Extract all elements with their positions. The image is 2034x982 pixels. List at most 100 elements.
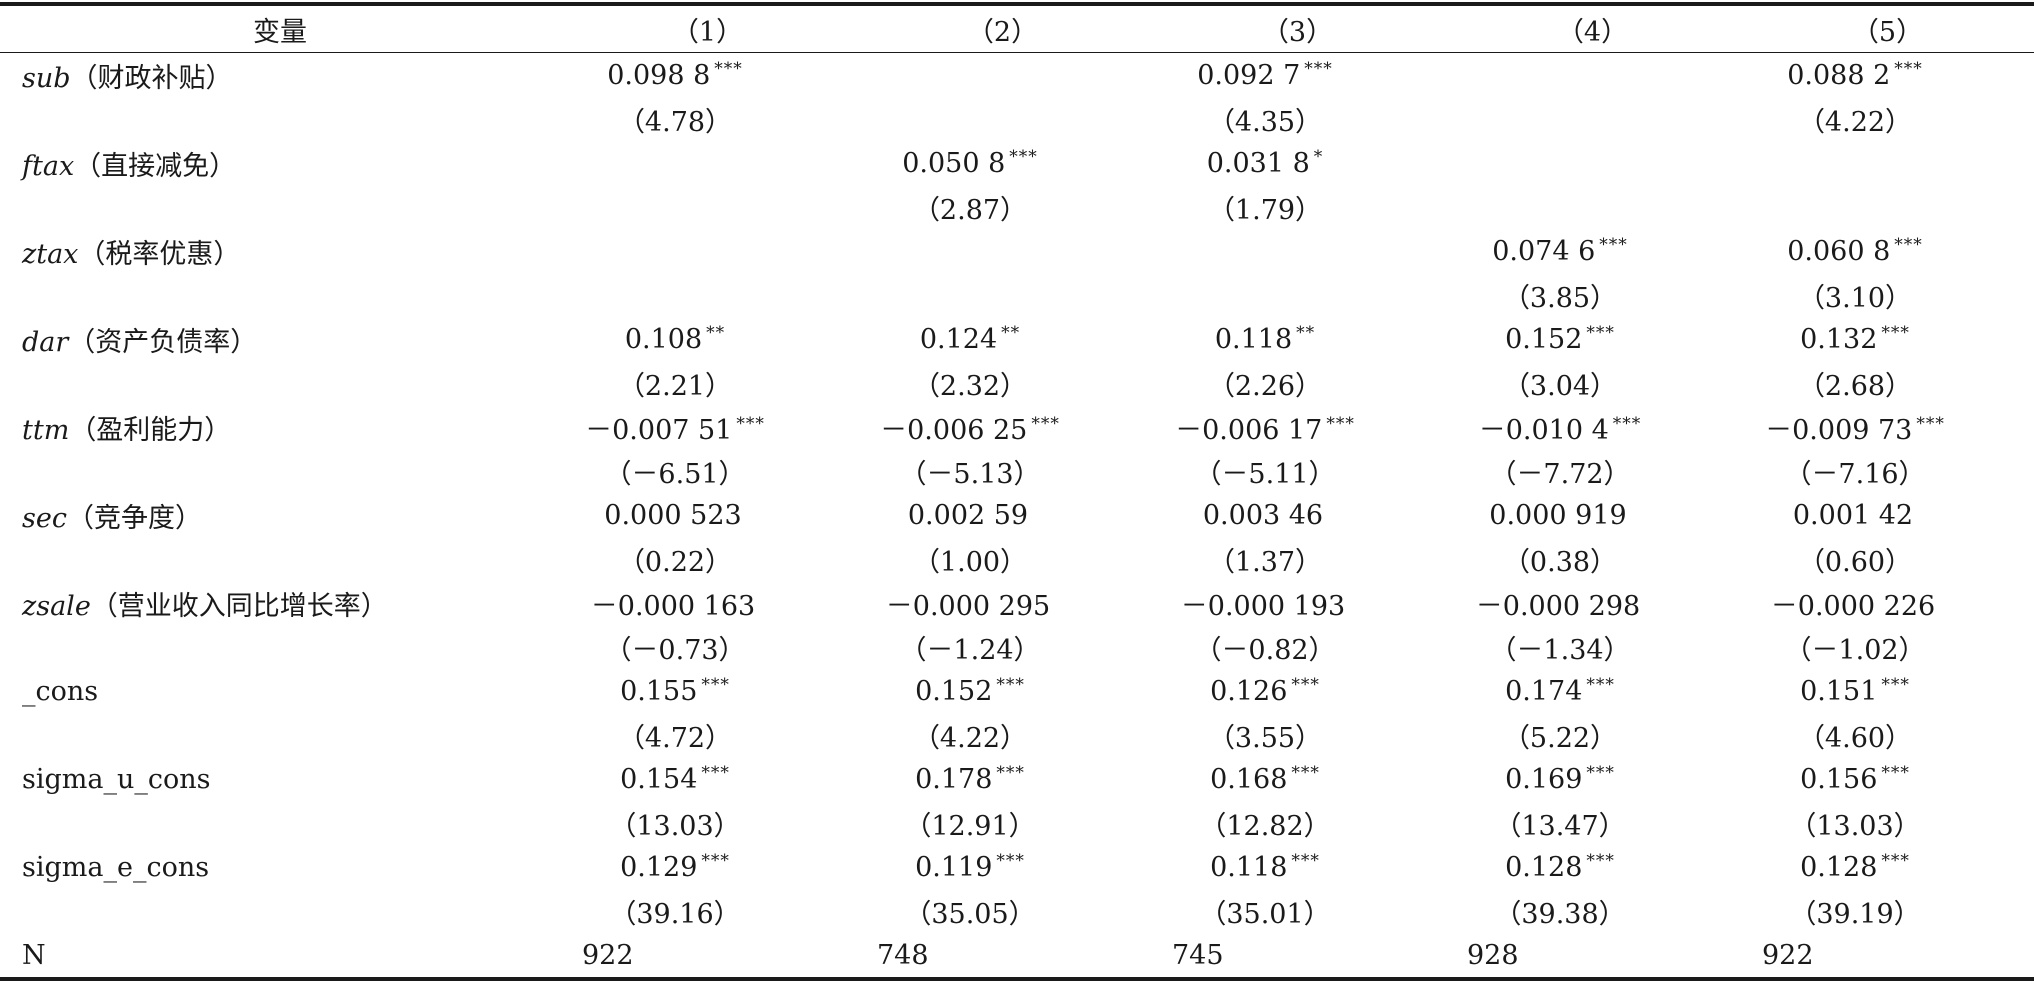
variable-name: sigma_e_cons <box>22 851 210 883</box>
coef-cell: 0.132 *** <box>1740 317 2034 361</box>
significance-stars: *** <box>1612 413 1642 434</box>
variable-symbol: dar <box>22 326 69 358</box>
tstat-cell: （2.32） <box>855 361 1150 405</box>
tstat-cell: （13.47） <box>1445 801 1740 845</box>
coef-value: 0.098 8 <box>607 60 711 91</box>
coef-wrap: 0.000 919 <box>1445 499 1675 531</box>
significance-stars: *** <box>1586 675 1615 695</box>
significance-stars: *** <box>1894 59 1923 79</box>
tstat-value: （5.22） <box>1502 722 1618 754</box>
tstat-cell <box>855 97 1150 141</box>
coef-cell: 0.050 8 *** <box>855 141 1150 185</box>
coef-value: 0.119 <box>915 852 993 883</box>
tstat-value: （－7.72） <box>1489 458 1631 490</box>
coef-value: －0.009 73 <box>1765 414 1913 446</box>
table-row-tstat: （2.87） （1.79） <box>0 185 2034 229</box>
coef-value: 0.151 <box>1800 676 1878 707</box>
variable-symbol: zsale <box>22 590 91 622</box>
tstat-value: （2.32） <box>912 370 1028 402</box>
coef-wrap <box>1740 147 1970 179</box>
coef-cell: 0.124 ** <box>855 317 1150 361</box>
coef-cell: 0.002 59 <box>855 493 1150 537</box>
tstat-value: （2.68） <box>1797 370 1913 402</box>
coef-wrap: 0.132 *** <box>1740 323 1970 355</box>
variable-label: ttm（盈利能力） <box>0 405 560 449</box>
coef-wrap: 0.000 523 <box>560 499 790 531</box>
coef-cell <box>1740 141 2034 185</box>
coef-wrap: 0.178 *** <box>855 763 1085 795</box>
header-col-3: （3） <box>1150 4 1445 53</box>
coef-cell: 0.169 *** <box>1445 757 1740 801</box>
tstat-cell: （－0.82） <box>1150 625 1445 669</box>
tstat-value: （2.21） <box>617 370 733 402</box>
coef-value: 0.128 <box>1505 852 1583 883</box>
coef-value: 0.001 42 <box>1792 500 1914 531</box>
tstat-cell <box>560 273 855 317</box>
tstat-value: （1.00） <box>912 546 1028 578</box>
variable-label: zsale（营业收入同比增长率） <box>0 581 560 625</box>
variable-name: （竞争度） <box>66 502 202 534</box>
tstat-value: （0.22） <box>617 546 733 578</box>
tstat-cell: （3.55） <box>1150 713 1445 757</box>
tstat-value: （1.37） <box>1207 546 1323 578</box>
variable-symbol: ftax <box>22 150 75 182</box>
table-row-coef: sigma_u_cons 0.154 *** 0.178 *** 0.168 *** 0.16… <box>0 757 2034 801</box>
coef-cell: 0.003 46 <box>1150 493 1445 537</box>
table-row-coef: _cons 0.155 *** 0.152 *** 0.126 *** 0.174 *** 0.1… <box>0 669 2034 713</box>
coef-wrap: 0.128 *** <box>1740 851 1970 883</box>
coef-wrap: 0.108 ** <box>560 323 790 355</box>
header-col-5: （5） <box>1740 4 2034 53</box>
tstat-value: （13.47） <box>1494 810 1626 842</box>
coef-cell <box>560 141 855 185</box>
coef-cell: 0.031 8 * <box>1150 141 1445 185</box>
tstat-value: （0.60） <box>1797 546 1913 578</box>
table-row-coef: sigma_e_cons 0.129 *** 0.119 *** 0.118 *** 0.12… <box>0 845 2034 889</box>
tstat-cell <box>560 185 855 229</box>
coef-value: 0.124 <box>919 324 998 355</box>
tstat-value: （－5.13） <box>899 458 1041 490</box>
coef-wrap <box>1445 59 1675 91</box>
significance-stars: *** <box>996 675 1025 695</box>
coef-cell: 0.126 *** <box>1150 669 1445 713</box>
variable-label: ztax（税率优惠） <box>0 229 560 273</box>
tstat-value: （－6.51） <box>604 458 746 490</box>
tstat-cell: （35.05） <box>855 889 1150 933</box>
coef-wrap: 0.098 8 *** <box>560 59 790 91</box>
significance-stars: *** <box>1881 851 1910 871</box>
coef-wrap: －0.006 17 *** <box>1150 408 1380 447</box>
coef-wrap: 0.031 8 * <box>1150 147 1380 179</box>
table-header: 变量 （1） （2） （3） （4） （5） <box>0 4 2034 53</box>
coef-cell: －0.000 298 <box>1445 581 1740 625</box>
coef-cell: 0.118 ** <box>1150 317 1445 361</box>
significance-stars: *** <box>1586 323 1615 343</box>
n-value: 745 <box>1172 939 1224 971</box>
significance-stars: *** <box>1586 763 1615 783</box>
significance-stars: *** <box>1881 323 1910 343</box>
empty-cell <box>0 537 560 581</box>
tstat-value: （－7.16） <box>1784 458 1926 490</box>
table-row-tstat: （4.78） （4.35） （4.22） <box>0 97 2034 141</box>
variable-name: （税率优惠） <box>78 238 241 270</box>
tstat-cell <box>1445 97 1740 141</box>
coef-wrap: 0.128 *** <box>1445 851 1675 883</box>
coef-cell: 0.178 *** <box>855 757 1150 801</box>
coef-wrap <box>1445 147 1675 179</box>
coef-cell <box>855 229 1150 273</box>
significance-stars: *** <box>1304 59 1333 79</box>
tstat-value: （4.22） <box>912 722 1028 754</box>
coef-cell: －0.000 295 <box>855 581 1150 625</box>
tstat-value: （－1.02） <box>1784 634 1926 666</box>
coef-wrap: 0.129 *** <box>560 851 790 883</box>
variable-label: sec（竞争度） <box>0 493 560 537</box>
variable-name: （财政补贴） <box>70 62 233 94</box>
coef-cell: 0.000 523 <box>560 493 855 537</box>
table-row-tstat: （2.21） （2.32） （2.26） （3.04） （2.68） <box>0 361 2034 405</box>
tstat-cell: （39.16） <box>560 889 855 933</box>
coef-value: 0.154 <box>620 764 698 795</box>
significance-stars: ** <box>706 323 726 343</box>
coef-wrap: －0.010 4 *** <box>1445 408 1675 447</box>
tstat-cell: （0.22） <box>560 537 855 581</box>
significance-stars: *** <box>736 413 765 434</box>
coef-cell: 0.000 919 <box>1445 493 1740 537</box>
